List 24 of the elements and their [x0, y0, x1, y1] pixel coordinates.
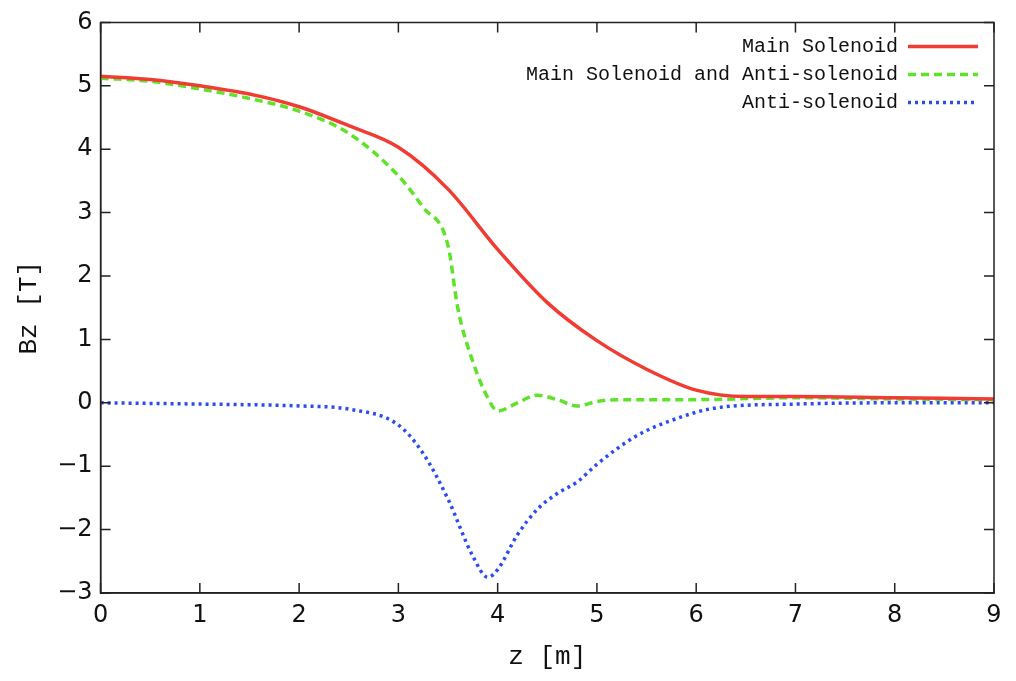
x-tick-label: 6	[688, 599, 704, 628]
y-tick-label: 3	[77, 196, 93, 225]
x-axis-title: z [m]	[508, 642, 587, 673]
y-tick-label: 2	[77, 260, 93, 289]
x-tick-label: 5	[589, 599, 605, 628]
y-axis-title: Bz [T]	[14, 260, 45, 355]
legend-label: Main Solenoid	[741, 34, 898, 58]
x-tick-label: 4	[490, 599, 506, 628]
y-tick-label: 0	[77, 387, 93, 416]
y-tick-label: −2	[57, 513, 93, 542]
y-tick-label: 4	[77, 133, 93, 162]
legend-label: Main Solenoid and Anti-solenoid	[525, 62, 898, 86]
x-tick-label: 9	[986, 599, 1002, 628]
y-tick-label: 1	[77, 323, 93, 352]
y-tick-label: −1	[57, 450, 93, 479]
x-tick-label: 2	[291, 599, 307, 628]
x-tick-label: 8	[887, 599, 903, 628]
x-tick-label: 1	[192, 599, 208, 628]
x-tick-label: 7	[787, 599, 804, 628]
legend-label: Anti-solenoid	[741, 90, 898, 114]
y-tick-label: −3	[57, 577, 93, 606]
y-tick-label: 5	[77, 70, 93, 99]
x-tick-label: 3	[390, 599, 407, 628]
y-tick-label: 6	[77, 6, 93, 35]
